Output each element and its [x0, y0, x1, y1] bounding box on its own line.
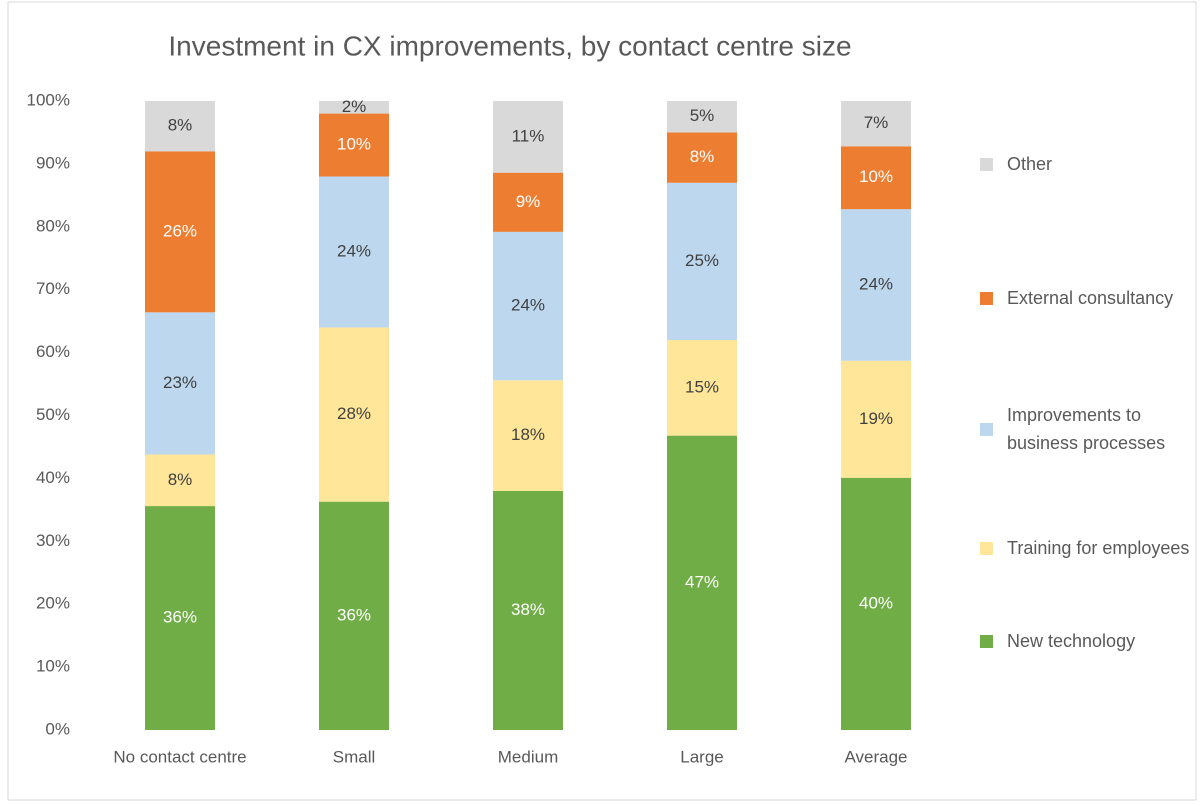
data-label: 25% — [685, 251, 719, 270]
data-label: 18% — [511, 425, 545, 444]
data-label: 28% — [337, 404, 371, 423]
data-label: 9% — [516, 192, 541, 211]
data-label: 11% — [512, 126, 545, 145]
data-label: 24% — [859, 274, 893, 293]
y-tick-label: 90% — [36, 153, 70, 172]
data-label: 19% — [859, 409, 893, 428]
y-tick-label: 50% — [36, 405, 70, 424]
data-label: 2% — [342, 97, 367, 116]
data-label: 38% — [511, 600, 545, 619]
legend-label: Improvements to business processes — [1007, 405, 1166, 453]
legend-swatch — [980, 291, 993, 305]
legend-swatch — [980, 541, 993, 555]
data-label: 8% — [168, 116, 193, 135]
bar-segment — [667, 132, 737, 183]
bar-segment — [145, 101, 215, 152]
data-label: 7% — [864, 113, 889, 132]
legend-label: External consultancy — [1007, 288, 1174, 308]
legend-item: External consultancy — [980, 284, 1190, 312]
x-tick-label: Average — [844, 747, 907, 766]
data-label: 8% — [168, 470, 193, 489]
x-tick-label: Large — [680, 747, 723, 766]
chart-title: Investment in CX improvements, by contac… — [168, 30, 851, 61]
legend-label: Other — [1007, 154, 1053, 174]
bar-segment — [319, 501, 389, 730]
x-tick-label: Small — [333, 747, 376, 766]
bar-segment — [145, 312, 215, 455]
bar-segment — [319, 113, 389, 177]
data-label: 15% — [685, 377, 719, 396]
legend-swatch — [980, 422, 993, 436]
y-tick-label: 100% — [27, 90, 70, 109]
bar-segment — [493, 380, 563, 491]
data-label: 47% — [685, 572, 719, 591]
data-label: 36% — [163, 608, 197, 627]
y-tick-label: 80% — [36, 216, 70, 235]
bar-segment — [667, 435, 737, 730]
bar-segment — [493, 172, 563, 232]
legend-swatch — [980, 157, 993, 171]
bar-segment — [319, 327, 389, 502]
data-label: 24% — [337, 241, 371, 260]
bar-segment — [667, 182, 737, 341]
bar-segment — [145, 454, 215, 507]
data-label: 10% — [859, 167, 893, 186]
y-tick-label: 0% — [45, 719, 70, 738]
legend-swatch — [980, 634, 993, 648]
data-label: 5% — [690, 106, 715, 125]
data-label: 24% — [511, 296, 545, 315]
chart-border — [7, 1, 1197, 801]
bar-segment — [841, 209, 911, 361]
bar-segment — [667, 340, 737, 436]
data-label: 36% — [337, 605, 371, 624]
data-label: 26% — [163, 221, 197, 240]
bar-segment — [667, 101, 737, 133]
x-tick-label: Medium — [498, 747, 558, 766]
bar-segment — [319, 176, 389, 328]
data-label: 8% — [690, 147, 715, 166]
bar-segment — [145, 506, 215, 730]
legend-item: Other — [980, 150, 1190, 178]
y-tick-label: 40% — [36, 468, 70, 487]
x-tick-label: No contact centre — [113, 747, 246, 766]
bar-segment — [493, 101, 563, 173]
y-tick-label: 30% — [36, 531, 70, 550]
y-tick-label: 20% — [36, 594, 70, 613]
y-tick-label: 60% — [36, 342, 70, 361]
bar-segment — [145, 151, 215, 313]
y-tick-label: 70% — [36, 279, 70, 298]
bar-segment — [841, 146, 911, 210]
data-label: 23% — [163, 373, 197, 392]
bar-segment — [841, 101, 911, 147]
bar-segment — [493, 490, 563, 730]
legend-item: Improvements to business processes — [980, 401, 1190, 457]
legend-item: Training for employees — [980, 534, 1190, 562]
data-label: 10% — [337, 135, 371, 154]
legend-label: Training for employees — [1007, 538, 1190, 558]
data-label: 40% — [859, 593, 893, 612]
y-tick-label: 10% — [36, 657, 70, 676]
bar-segment — [841, 360, 911, 478]
legend-label: New technology — [1007, 631, 1136, 651]
bar-segment — [319, 101, 389, 114]
bar-segment — [493, 231, 563, 381]
legend-item: New technology — [980, 627, 1190, 655]
bar-segment — [841, 477, 911, 730]
